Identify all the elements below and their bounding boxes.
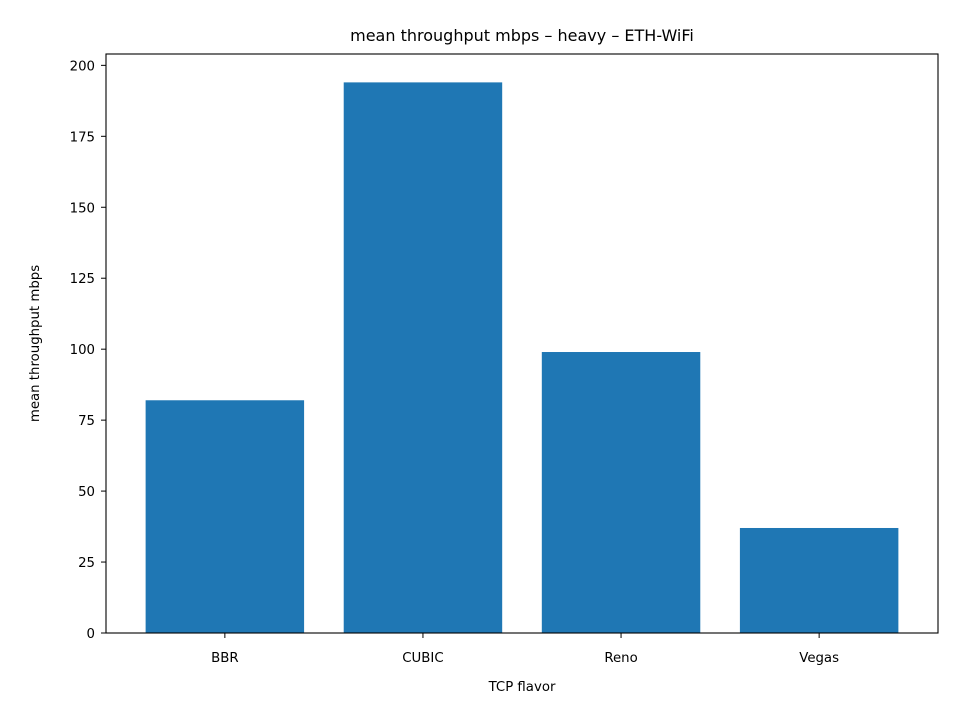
x-tick-label: BBR — [211, 651, 238, 666]
bar-reno — [541, 352, 701, 633]
x-axis-label: TCP flavor — [488, 680, 556, 695]
y-axis-label: mean throughput mbps — [28, 265, 43, 422]
chart-title: mean throughput mbps – heavy – ETH-WiFi — [350, 26, 694, 45]
y-axis-ticks: 0 25 50 75 100 125 150 175 200 — [70, 59, 106, 642]
y-tick-label: 150 — [70, 201, 95, 216]
y-tick-label: 100 — [70, 343, 95, 358]
bar-cubic — [343, 82, 503, 634]
y-tick-label: 0 — [87, 627, 95, 642]
x-axis-ticks: BBR CUBIC Reno Vegas — [211, 633, 839, 666]
y-tick-label: 25 — [78, 556, 95, 571]
bar-vegas — [739, 527, 899, 633]
y-tick-label: 125 — [70, 272, 95, 287]
y-tick-label: 175 — [70, 130, 95, 145]
y-tick-label: 200 — [70, 59, 95, 74]
y-tick-label: 50 — [78, 485, 95, 500]
bars-group — [145, 82, 899, 634]
y-tick-label: 75 — [78, 414, 95, 429]
bar-bbr — [145, 400, 305, 633]
x-tick-label: CUBIC — [402, 651, 443, 666]
x-tick-label: Reno — [604, 651, 637, 666]
x-tick-label: Vegas — [799, 651, 839, 666]
plot-frame — [105, 53, 939, 634]
